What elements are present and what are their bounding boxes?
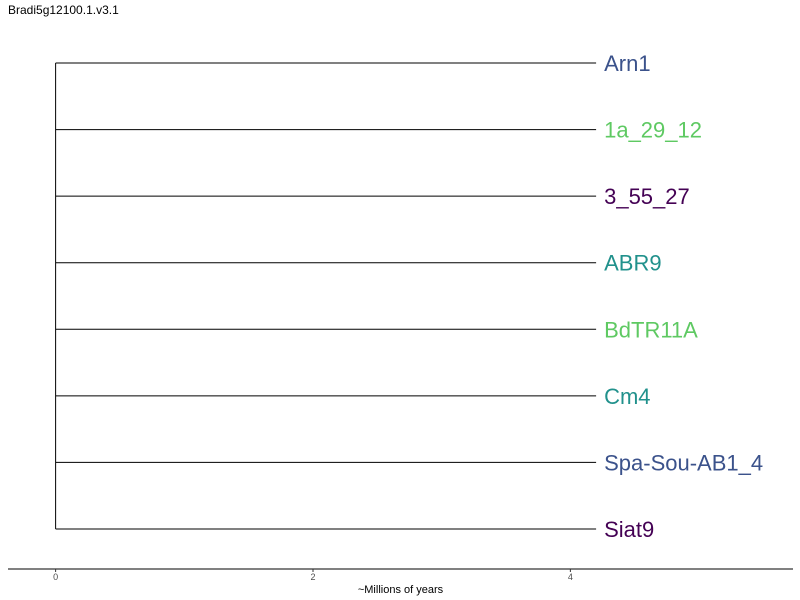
x-axis-ticks: 0 2 4 xyxy=(53,569,573,582)
tip-label: 3_55_27 xyxy=(604,184,690,209)
tip-label: Spa-Sou-AB1_4 xyxy=(604,450,763,475)
tip-label: Cm4 xyxy=(604,384,650,409)
tip-label: BdTR11A xyxy=(604,317,698,342)
x-tick-label: 2 xyxy=(310,572,315,582)
x-tick-label: 4 xyxy=(568,572,573,582)
x-axis: 0 2 4 ~Millions of years xyxy=(8,568,793,596)
x-tick-label: 0 xyxy=(53,572,58,582)
tip-label: 1a_29_12 xyxy=(604,118,702,143)
tip-label: Siat9 xyxy=(604,517,654,542)
tip-labels: Arn1 1a_29_12 3_55_27 ABR9 BdTR11A Cm4 Spa-Sou… xyxy=(604,51,763,542)
tip-label: Arn1 xyxy=(604,51,650,76)
chart-title: Bradi5g12100.1.v3.1 xyxy=(8,3,119,17)
tip-label: ABR9 xyxy=(604,251,661,276)
x-axis-title: ~Millions of years xyxy=(358,584,444,596)
branches xyxy=(55,62,597,530)
